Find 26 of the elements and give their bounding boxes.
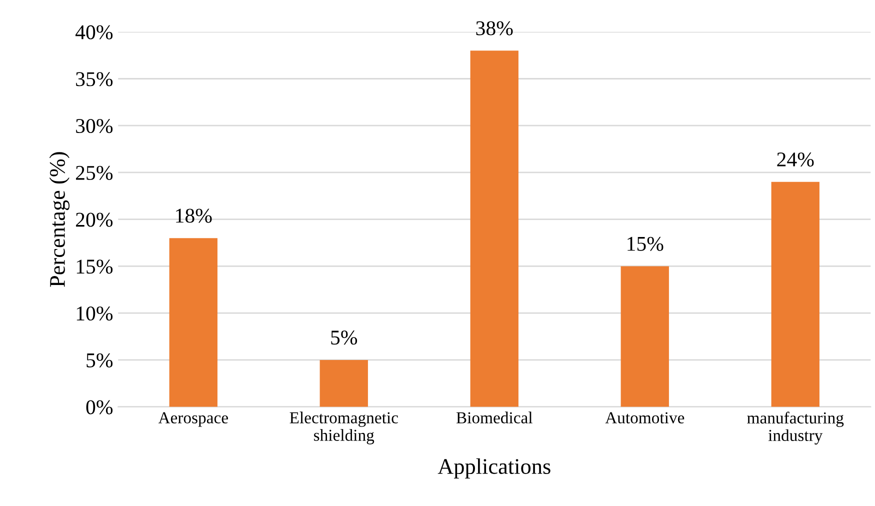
- bar: [771, 182, 820, 407]
- y-tick-label: 20%: [76, 212, 113, 227]
- data-label: 18%: [176, 208, 212, 223]
- bar: [169, 238, 218, 407]
- y-tick-label: 15%: [76, 260, 113, 274]
- data-label: 24%: [777, 152, 814, 167]
- x-tick-label: Biomedical: [456, 412, 532, 424]
- y-tick-label: 40%: [75, 25, 113, 40]
- y-tick-label: 35%: [76, 72, 113, 86]
- y-tick-label: 0%: [86, 400, 113, 414]
- data-label: 15%: [628, 236, 664, 251]
- y-axis-title: Percentage (%): [49, 152, 70, 287]
- bar: [470, 50, 518, 407]
- y-tick-label: 10%: [76, 306, 113, 321]
- y-tick-label: 30%: [76, 118, 113, 134]
- x-tick-label: manufacturing industry: [747, 412, 844, 444]
- data-label: 38%: [476, 21, 513, 36]
- bar: [320, 360, 368, 407]
- y-tick-label: 25%: [76, 166, 113, 180]
- x-axis-title: Applications: [438, 458, 550, 479]
- data-label: 5%: [331, 330, 358, 345]
- bar: [620, 266, 669, 407]
- y-tick-label: 5%: [86, 353, 113, 368]
- x-tick-label: Electromagnetic shielding: [290, 412, 398, 444]
- x-tick-label: Aerospace: [158, 412, 228, 427]
- x-tick-label: Automotive: [605, 412, 684, 424]
